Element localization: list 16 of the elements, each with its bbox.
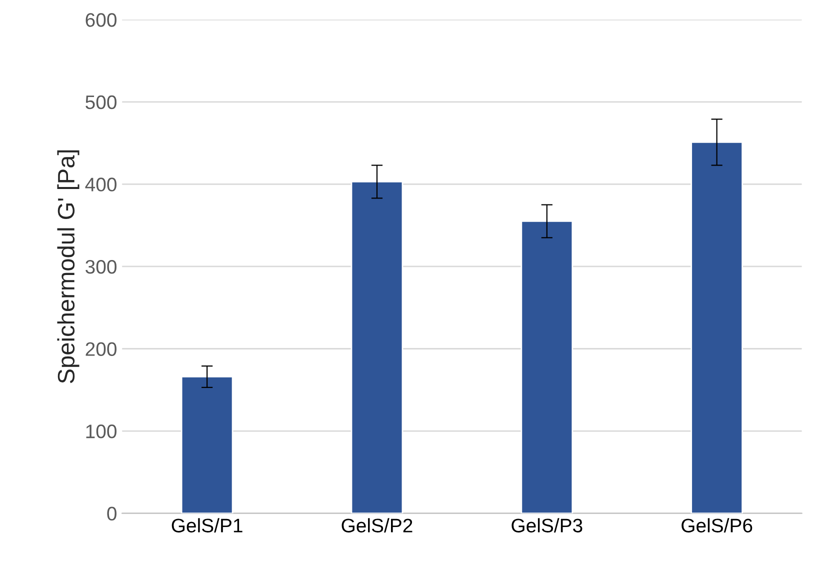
x-tick-label: GelS/P3 (512, 518, 582, 532)
y-tick-label: 400 (85, 178, 116, 192)
y-tick-label: 300 (86, 260, 116, 274)
y-tick-label: 500 (86, 95, 116, 110)
x-tick-label: GelS/P6 (682, 518, 752, 532)
y-axis-title: Speichermodul G' [Pa] (57, 150, 80, 384)
bar (350, 181, 404, 514)
bar (520, 220, 574, 514)
y-tick-label: 200 (86, 342, 116, 356)
y-tick-label: 0 (107, 506, 116, 521)
x-tick-label: GelS/P2 (342, 518, 412, 532)
y-tick-label: 600 (86, 13, 116, 27)
y-tick-label: 100 (86, 424, 116, 438)
x-tick-label: GelS/P1 (172, 518, 242, 532)
bar (180, 376, 234, 514)
bar (690, 142, 744, 514)
